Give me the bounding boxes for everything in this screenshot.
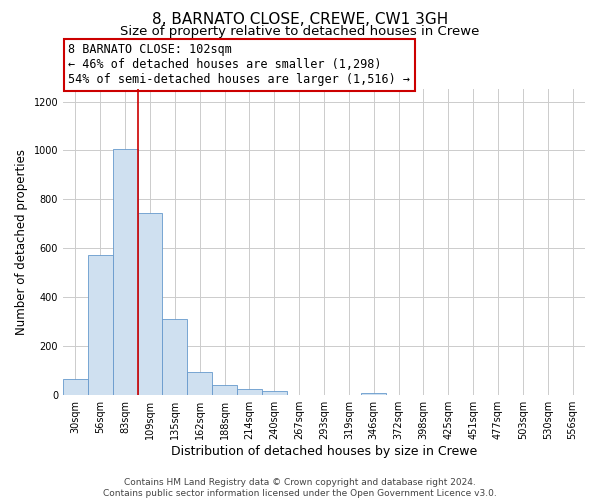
Bar [187,372,212,394]
Bar [63,379,88,394]
Text: Contains HM Land Registry data © Crown copyright and database right 2024.
Contai: Contains HM Land Registry data © Crown c… [103,478,497,498]
Y-axis label: Number of detached properties: Number of detached properties [15,149,28,335]
Bar [163,319,187,394]
Bar [113,149,137,394]
Bar [262,391,287,394]
Text: 8, BARNATO CLOSE, CREWE, CW1 3GH: 8, BARNATO CLOSE, CREWE, CW1 3GH [152,12,448,28]
Text: 8 BARNATO CLOSE: 102sqm
← 46% of detached houses are smaller (1,298)
54% of semi: 8 BARNATO CLOSE: 102sqm ← 46% of detache… [68,44,410,86]
X-axis label: Distribution of detached houses by size in Crewe: Distribution of detached houses by size … [171,444,477,458]
Bar [88,256,113,394]
Bar [237,390,262,394]
Bar [137,212,163,394]
Text: Size of property relative to detached houses in Crewe: Size of property relative to detached ho… [121,25,479,38]
Bar [361,393,386,394]
Bar [212,385,237,394]
